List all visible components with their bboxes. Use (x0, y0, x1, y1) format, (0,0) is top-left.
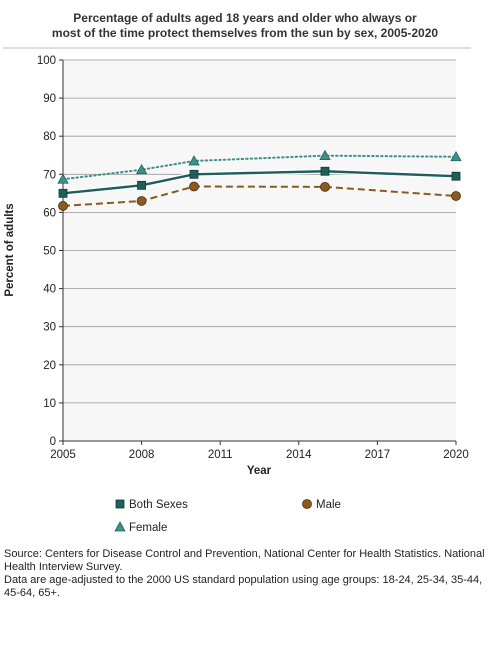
point-both-sexes-2020 (451, 171, 461, 181)
y-tick-label-100: 100 (37, 55, 56, 67)
point-male-2015 (320, 181, 330, 192)
x-tick-label-2005: 2005 (50, 449, 76, 461)
source-line-1: Source: Centers for Disease Control and … (4, 548, 485, 573)
point-female-2005 (57, 173, 69, 184)
point-male-2020 (451, 191, 461, 201)
legend-item-male: Male (302, 499, 341, 511)
y-tick-label-50: 50 (43, 246, 56, 258)
point-both-sexes-2005 (58, 188, 68, 198)
chart-title-line-2: most of the time protect themselves from… (52, 26, 438, 40)
gridlines (63, 59, 456, 404)
legend-marker-both-sexes (115, 499, 125, 509)
point-both-sexes-2008 (137, 180, 147, 190)
legend-marker-female (114, 521, 126, 532)
point-female-2020 (450, 150, 462, 162)
series-male (58, 181, 461, 211)
legend-label-female: Female (129, 522, 167, 534)
series-female (57, 149, 462, 184)
y-tick-label-80: 80 (43, 131, 56, 143)
y-tick-label-10: 10 (43, 398, 56, 410)
x-tick-label-2014: 2014 (286, 449, 312, 461)
point-both-sexes-2010 (189, 169, 199, 179)
point-male-2005 (58, 201, 68, 211)
y-tick-label-60: 60 (43, 207, 56, 219)
point-male-2010 (189, 181, 199, 192)
x-tick-label-2008: 2008 (129, 449, 155, 461)
y-tick-label-0: 0 (50, 436, 56, 448)
series-layer (57, 149, 462, 211)
point-female-2008 (135, 163, 148, 175)
x-tick-label-2017: 2017 (365, 449, 391, 461)
source-line-2: Data are age-adjusted to the 2000 US sta… (4, 574, 483, 599)
x-axis-title: Year (247, 465, 272, 477)
source-note: Source: Centers for Disease Control and … (4, 548, 490, 600)
point-female-2015 (319, 149, 331, 161)
legend-item-female: Female (114, 521, 167, 534)
x-tick-label-2011: 2011 (208, 449, 233, 461)
y-tick-label-30: 30 (43, 322, 56, 334)
point-female-2010 (188, 155, 200, 166)
y-tick-label-40: 40 (43, 284, 56, 296)
legend-label-both-sexes: Both Sexes (129, 499, 188, 511)
legend: Both Sexes Male Female (114, 499, 341, 534)
legend-item-both-sexes: Both Sexes (115, 499, 188, 511)
point-male-2008 (136, 196, 147, 206)
chart-title-line-1: Percentage of adults aged 18 years and o… (73, 11, 417, 25)
y-tick-label-70: 70 (43, 169, 56, 181)
x-tick-label-2020: 2020 (443, 449, 469, 461)
legend-label-male: Male (316, 499, 341, 511)
series-both-sexes (58, 166, 461, 198)
axes: 0 10 20 30 40 50 60 70 80 90 100 2005 2008 2011 2014 20… (37, 55, 469, 461)
legend-marker-male (302, 499, 312, 509)
point-both-sexes-2015 (320, 166, 330, 176)
y-tick-label-90: 90 (43, 93, 56, 105)
y-axis-title: Percent of adults (4, 203, 16, 296)
y-tick-label-20: 20 (43, 360, 56, 372)
line-chart: Percentage of adults aged 18 years and o… (3, 11, 471, 534)
